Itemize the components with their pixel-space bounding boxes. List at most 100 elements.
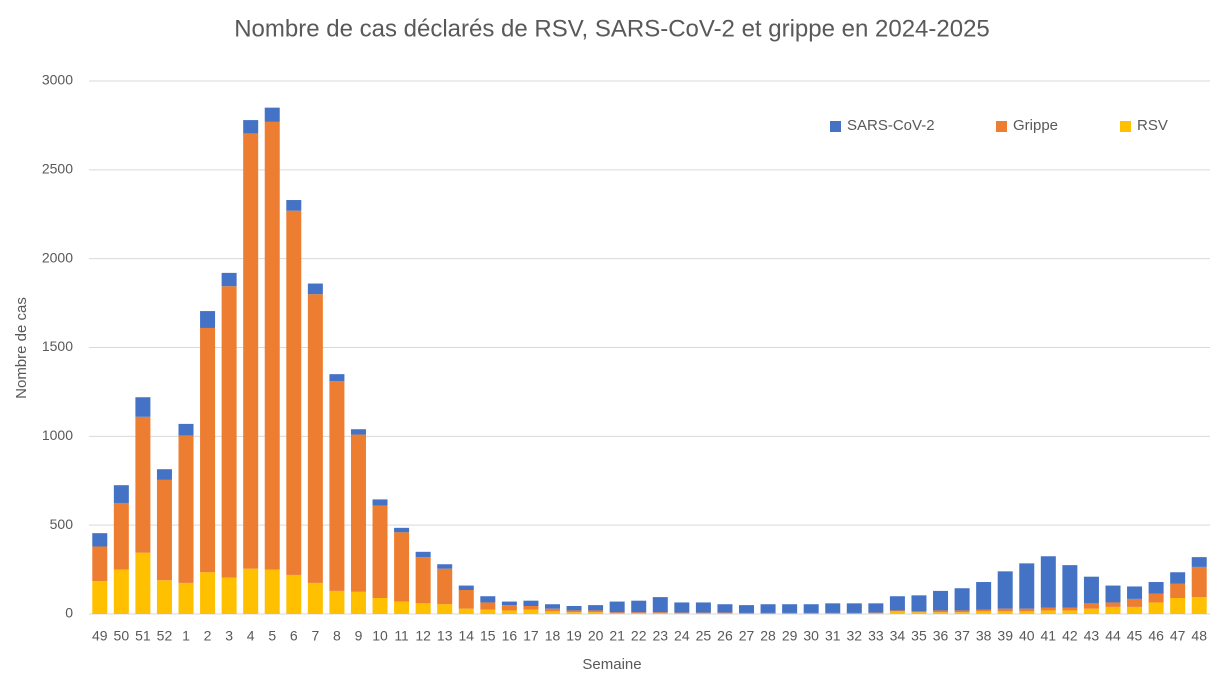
- bar-segment: [695, 613, 711, 614]
- bar-segment: [221, 577, 237, 614]
- bar-segment: [997, 608, 1013, 612]
- x-tick-label: 48: [1191, 628, 1207, 644]
- bar-segment: [717, 613, 733, 614]
- bar-segment: [307, 294, 323, 583]
- bar-segment: [1040, 556, 1056, 608]
- bar-segment: [92, 533, 108, 547]
- legend-label: SARS-CoV-2: [847, 117, 935, 134]
- bar-segment: [156, 479, 172, 581]
- x-tick-label: 43: [1084, 628, 1100, 644]
- bar-segment: [544, 604, 560, 609]
- bar-segment: [458, 608, 474, 614]
- bar-segment: [760, 613, 776, 614]
- y-tick-label: 500: [50, 516, 74, 532]
- bar-segment: [307, 283, 323, 295]
- bar-segment: [523, 600, 539, 607]
- x-tick-label: 51: [135, 628, 151, 644]
- bar-segment: [372, 499, 388, 506]
- bar-segment: [889, 596, 905, 611]
- bar-segment: [674, 602, 690, 613]
- bar-segment: [415, 603, 431, 614]
- bar-segment: [911, 611, 927, 613]
- bar-segment: [652, 612, 668, 614]
- bar-segment: [739, 613, 755, 614]
- bar-segment: [760, 612, 776, 614]
- x-tick-label: 2: [204, 628, 212, 644]
- bar-segment: [394, 601, 410, 614]
- bar-segment: [868, 613, 884, 614]
- bar-segment: [243, 120, 259, 134]
- x-tick-label: 52: [157, 628, 173, 644]
- bar-segment: [631, 612, 647, 614]
- bar-segment: [264, 107, 280, 122]
- x-tick-label: 25: [696, 628, 712, 644]
- bar-segment: [803, 612, 819, 614]
- bar-segment: [1191, 557, 1207, 567]
- bar-segment: [846, 613, 862, 614]
- bar-segment: [480, 596, 496, 603]
- bar-segment: [588, 610, 604, 613]
- bar-segment: [415, 557, 431, 604]
- bar-segment: [113, 485, 129, 503]
- bar-segment: [135, 552, 151, 614]
- bar-segment: [889, 611, 905, 614]
- bar-segment: [911, 612, 927, 614]
- bar-segment: [609, 613, 625, 614]
- bar-segment: [1062, 607, 1078, 611]
- bar-segment: [523, 606, 539, 610]
- x-tick-label: 27: [739, 628, 755, 644]
- bar-segment: [782, 612, 798, 614]
- bar-segment: [135, 397, 151, 417]
- bar-segment: [1040, 607, 1056, 611]
- x-tick-label: 19: [566, 628, 582, 644]
- bar-segment: [1019, 611, 1035, 614]
- x-tick-label: 10: [372, 628, 388, 644]
- bar-segment: [717, 604, 733, 613]
- x-tick-label: 7: [311, 628, 319, 644]
- legend-label: Grippe: [1013, 117, 1058, 134]
- bar-segment: [609, 612, 625, 614]
- x-tick-label: 5: [268, 628, 276, 644]
- bar-segment: [954, 588, 970, 611]
- bar-segment: [1127, 606, 1143, 614]
- bar-segment: [1191, 566, 1207, 598]
- bar-segment: [760, 604, 776, 613]
- bar-segment: [566, 612, 582, 614]
- x-tick-label: 1: [182, 628, 190, 644]
- x-tick-label: 42: [1062, 628, 1078, 644]
- bar-segment: [631, 600, 647, 613]
- bar-segment: [739, 612, 755, 614]
- bar-segment: [803, 604, 819, 613]
- bar-segment: [178, 423, 194, 436]
- bar-segment: [1105, 585, 1121, 603]
- bar-segment: [717, 612, 733, 614]
- bar-segment: [674, 612, 690, 614]
- bar-segment: [544, 608, 560, 612]
- bar-segment: [437, 604, 453, 614]
- bar-segment: [1019, 608, 1035, 612]
- x-tick-label: 17: [523, 628, 539, 644]
- bar-segment: [1105, 606, 1121, 614]
- x-tick-label: 4: [247, 628, 255, 644]
- bar-segment: [113, 569, 129, 614]
- bar-segment: [1191, 597, 1207, 614]
- bar-segment: [976, 609, 992, 612]
- x-tick-label: 18: [545, 628, 561, 644]
- bar-segment: [200, 572, 216, 614]
- y-tick-label: 0: [65, 605, 73, 621]
- y-tick-label: 1000: [42, 427, 73, 443]
- bar-segment: [976, 582, 992, 610]
- bar-segment: [286, 200, 302, 211]
- bar-segment: [652, 597, 668, 613]
- bar-segment: [501, 605, 517, 611]
- bar-segment: [846, 612, 862, 614]
- x-tick-label: 44: [1105, 628, 1121, 644]
- x-tick-label: 35: [911, 628, 927, 644]
- bar-segment: [458, 585, 474, 591]
- x-tick-label: 34: [890, 628, 906, 644]
- bar-segment: [350, 429, 366, 435]
- bar-segment: [480, 602, 496, 610]
- x-tick-label: 36: [933, 628, 949, 644]
- bar-segment: [264, 569, 280, 614]
